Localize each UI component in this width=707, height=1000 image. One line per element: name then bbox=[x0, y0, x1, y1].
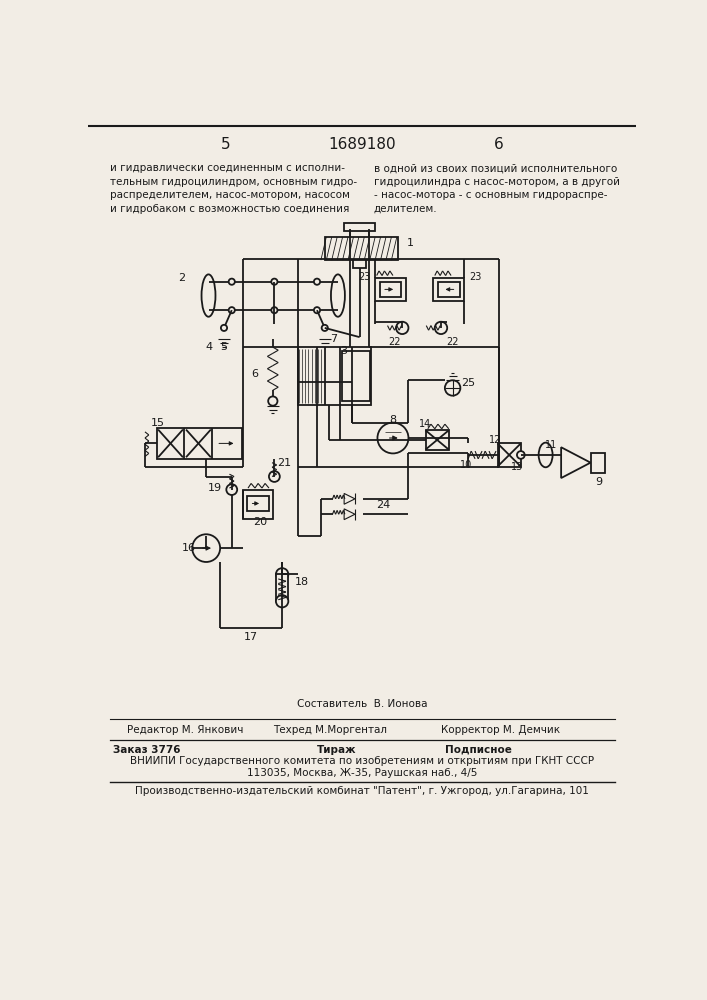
Circle shape bbox=[314, 307, 320, 313]
Text: 1689180: 1689180 bbox=[328, 137, 396, 152]
Bar bbox=[433, 278, 464, 301]
Circle shape bbox=[226, 484, 237, 495]
Text: 3: 3 bbox=[341, 346, 348, 356]
Text: Заказ 3776: Заказ 3776 bbox=[113, 745, 181, 755]
Bar bbox=[375, 278, 406, 301]
Text: 12: 12 bbox=[489, 435, 501, 445]
Circle shape bbox=[268, 396, 277, 406]
Text: 7: 7 bbox=[330, 334, 338, 344]
Bar bbox=[341, 351, 370, 401]
Text: 5: 5 bbox=[221, 137, 230, 152]
Text: Техред М.Моргентал: Техред М.Моргентал bbox=[273, 725, 387, 735]
Circle shape bbox=[221, 325, 227, 331]
Text: Тираж: Тираж bbox=[317, 745, 356, 755]
Text: Производственно-издательский комбинат "Патент", г. Ужгород, ул.Гагарина, 101: Производственно-издательский комбинат "П… bbox=[135, 786, 589, 796]
Bar bbox=[438, 282, 460, 297]
Text: Корректор М. Демчик: Корректор М. Демчик bbox=[441, 725, 560, 735]
Circle shape bbox=[517, 451, 525, 459]
Circle shape bbox=[228, 307, 235, 313]
Text: ВНИИПИ Государственного комитета по изобретениям и открытиям при ГКНТ СССР: ВНИИПИ Государственного комитета по изоб… bbox=[130, 756, 594, 766]
Text: 23: 23 bbox=[358, 272, 370, 282]
Bar bbox=[498, 443, 521, 467]
Text: 13: 13 bbox=[511, 462, 523, 472]
Circle shape bbox=[271, 307, 277, 313]
Text: Подписное: Подписное bbox=[445, 745, 512, 755]
Circle shape bbox=[276, 568, 288, 580]
Bar bbox=[298, 347, 371, 405]
Text: 11: 11 bbox=[545, 440, 557, 450]
Bar bbox=[247, 496, 269, 511]
Bar bbox=[276, 574, 288, 601]
Circle shape bbox=[445, 380, 460, 396]
Text: 19: 19 bbox=[208, 483, 222, 493]
Text: 16: 16 bbox=[182, 543, 196, 553]
Text: Редактор М. Янкович: Редактор М. Янкович bbox=[127, 725, 243, 735]
Text: 113035, Москва, Ж-35, Раушская наб., 4/5: 113035, Москва, Ж-35, Раушская наб., 4/5 bbox=[247, 768, 477, 778]
Text: 2: 2 bbox=[178, 273, 185, 283]
Bar bbox=[243, 490, 273, 519]
Bar bbox=[325, 237, 398, 260]
Circle shape bbox=[322, 325, 328, 331]
Text: 23: 23 bbox=[469, 272, 482, 282]
Circle shape bbox=[314, 279, 320, 285]
Circle shape bbox=[435, 322, 448, 334]
Text: 25: 25 bbox=[461, 378, 475, 388]
Circle shape bbox=[271, 279, 277, 285]
Bar bbox=[590, 453, 604, 473]
Text: 22: 22 bbox=[388, 337, 401, 347]
Text: в одной из своих позиций исполнительного
гидроцилиндра с насос-мотором, а в друг: в одной из своих позиций исполнительного… bbox=[373, 163, 619, 214]
Bar bbox=[156, 428, 242, 459]
Bar bbox=[380, 282, 402, 297]
Bar bbox=[354, 260, 366, 268]
Text: и гидравлически соединенным с исполни-
тельным гидроцилиндром, основным гидро-
р: и гидравлически соединенным с исполни- т… bbox=[110, 163, 357, 214]
Circle shape bbox=[228, 279, 235, 285]
Circle shape bbox=[276, 595, 288, 607]
Text: 5: 5 bbox=[221, 342, 228, 352]
Bar bbox=[344, 223, 375, 231]
Text: 20: 20 bbox=[253, 517, 267, 527]
Text: 22: 22 bbox=[446, 337, 459, 347]
Bar bbox=[426, 430, 449, 450]
Text: 4: 4 bbox=[205, 342, 212, 352]
Text: 14: 14 bbox=[419, 419, 432, 429]
Text: 6: 6 bbox=[252, 369, 259, 379]
Circle shape bbox=[192, 534, 220, 562]
Circle shape bbox=[378, 423, 409, 453]
Circle shape bbox=[269, 471, 280, 482]
Text: Составитель  В. Ионова: Составитель В. Ионова bbox=[297, 699, 427, 709]
Text: 18: 18 bbox=[294, 577, 308, 587]
Circle shape bbox=[396, 322, 409, 334]
Text: 15: 15 bbox=[151, 418, 165, 428]
Text: 1: 1 bbox=[407, 238, 414, 248]
Text: 17: 17 bbox=[244, 632, 258, 642]
Text: 21: 21 bbox=[277, 458, 291, 468]
Text: 24: 24 bbox=[375, 500, 390, 510]
Text: 8: 8 bbox=[390, 415, 397, 425]
Text: 6: 6 bbox=[494, 137, 504, 152]
Text: 10: 10 bbox=[460, 460, 472, 470]
Text: 9: 9 bbox=[595, 477, 602, 487]
